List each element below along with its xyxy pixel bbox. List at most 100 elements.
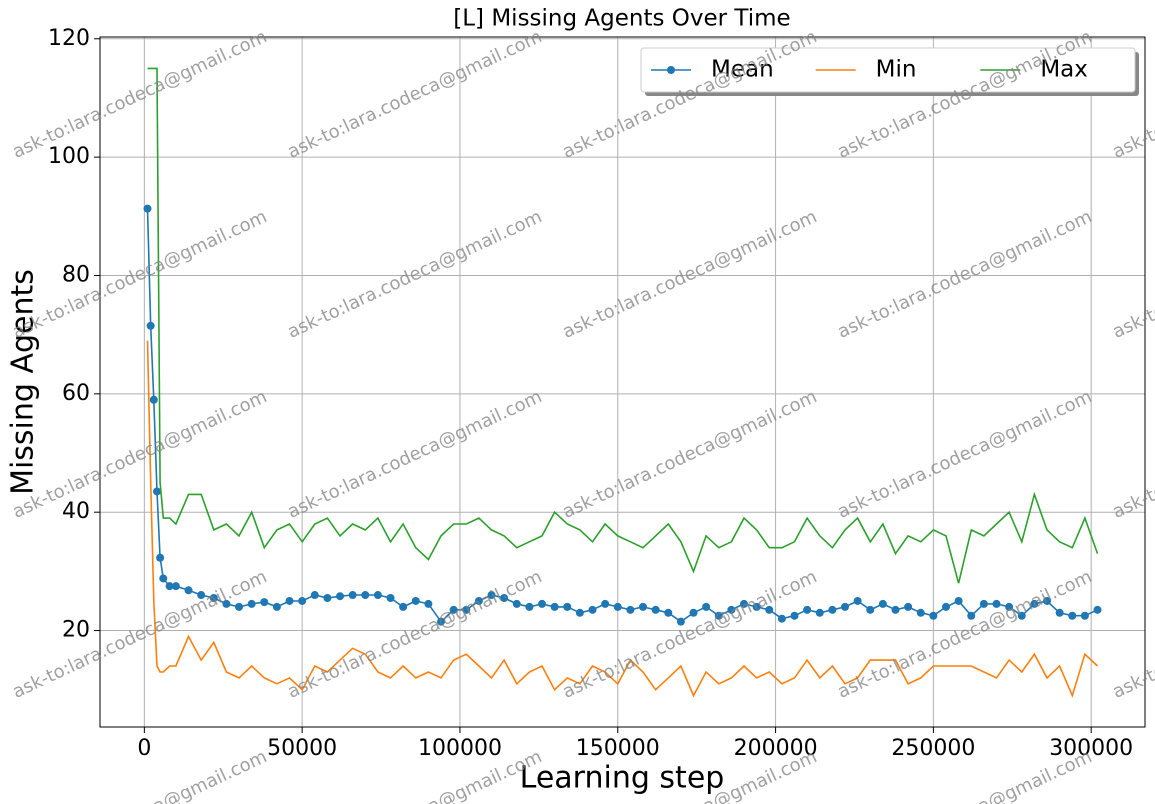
x-tick-label: 250000 <box>891 736 975 761</box>
data-point <box>563 602 572 611</box>
data-point <box>891 605 900 614</box>
data-point <box>676 617 685 626</box>
data-point <box>550 602 559 611</box>
data-point <box>424 599 433 608</box>
data-point <box>904 602 913 611</box>
watermark: ask-to:lara.codeca@gmail.com <box>1109 386 1155 523</box>
data-point <box>1055 608 1064 617</box>
data-point <box>929 611 938 620</box>
legend-label: Mean <box>711 57 774 83</box>
data-point <box>664 608 673 617</box>
data-point <box>967 611 976 620</box>
data-point <box>285 596 294 605</box>
data-point <box>487 591 496 600</box>
data-point <box>727 605 736 614</box>
data-point <box>777 614 786 623</box>
data-point <box>866 605 875 614</box>
data-point <box>310 591 319 600</box>
watermarks: ask-to:lara.codeca@gmail.com ask-to:lara.… <box>9 26 1155 804</box>
y-tick-label: 60 <box>62 381 90 406</box>
data-point <box>298 596 307 605</box>
data-point <box>1068 611 1077 620</box>
data-point <box>1043 596 1052 605</box>
plot-area <box>143 67 1102 698</box>
data-point <box>159 574 168 583</box>
series-line <box>146 340 1099 698</box>
data-point <box>165 582 174 591</box>
watermark: ask-to:lara.codeca@gmail.com <box>284 566 545 703</box>
data-point <box>992 599 1001 608</box>
y-tick-label: 20 <box>62 618 90 643</box>
data-point <box>639 602 648 611</box>
chart-title: [L] Missing Agents Over Time <box>453 6 790 32</box>
data-point <box>449 605 458 614</box>
x-tick-label: 0 <box>137 736 151 761</box>
data-point <box>386 593 395 602</box>
data-point <box>474 596 483 605</box>
watermark: ask-to:lara.codeca@gmail.com <box>9 206 270 343</box>
watermark: ask-to:lara.codeca@gmail.com <box>9 566 270 703</box>
data-point <box>260 598 269 607</box>
data-point <box>954 596 963 605</box>
data-point <box>235 602 244 611</box>
data-point <box>361 591 370 600</box>
data-point <box>399 602 408 611</box>
watermark: ask-to:lara.codeca@gmail.com <box>834 206 1095 343</box>
x-tick-label: 100000 <box>418 736 502 761</box>
data-point <box>651 605 660 614</box>
data-point <box>916 608 925 617</box>
y-tick-label: 120 <box>48 26 90 51</box>
watermark: ask-to:lara.codeca@gmail.com <box>284 26 545 163</box>
data-point <box>222 599 231 608</box>
data-point <box>437 617 446 626</box>
data-point <box>323 593 332 602</box>
data-point <box>1080 611 1089 620</box>
data-point <box>765 605 774 614</box>
data-point <box>1093 605 1102 614</box>
data-point <box>512 599 521 608</box>
data-point <box>613 602 622 611</box>
data-point <box>209 593 218 602</box>
data-point <box>714 611 723 620</box>
data-point <box>143 204 152 213</box>
data-point <box>146 321 155 330</box>
x-tick-label: 300000 <box>1049 736 1133 761</box>
watermark: ask-to:lara.codeca@gmail.com <box>834 566 1095 703</box>
watermark: ask-to:lara.codeca@gmail.com <box>1109 566 1155 703</box>
data-point <box>815 608 824 617</box>
data-point <box>575 608 584 617</box>
watermark: ask-to:lara.codeca@gmail.com <box>559 386 820 523</box>
watermark: ask-to:lara.codeca@gmail.com <box>284 206 545 343</box>
data-point <box>272 602 281 611</box>
legend-label: Max <box>1040 57 1088 83</box>
data-point <box>247 599 256 608</box>
data-point <box>462 605 471 614</box>
x-axis-label: Learning step <box>520 761 725 796</box>
data-point <box>878 599 887 608</box>
data-point <box>152 487 161 496</box>
watermark: ask-to:lara.codeca@gmail.com <box>9 386 270 523</box>
data-point <box>348 591 357 600</box>
x-tick-label: 50000 <box>267 736 337 761</box>
watermark: ask-to:lara.codeca@gmail.com <box>1109 206 1155 343</box>
data-point <box>942 602 951 611</box>
data-point <box>149 395 158 404</box>
data-point <box>336 592 345 601</box>
data-point <box>184 586 193 595</box>
watermark: ask-to:lara.codeca@gmail.com <box>559 206 820 343</box>
data-point <box>411 596 420 605</box>
data-point <box>1005 602 1014 611</box>
legend-marker <box>667 66 675 74</box>
data-point <box>752 602 761 611</box>
data-point <box>197 591 206 600</box>
data-point <box>740 599 749 608</box>
data-point <box>588 605 597 614</box>
data-point <box>500 593 509 602</box>
y-axis-label: Missing Agents <box>6 269 41 495</box>
data-point <box>979 599 988 608</box>
watermark: ask-to:lara.codeca@gmail.com <box>834 386 1095 523</box>
data-point <box>1017 611 1026 620</box>
data-point <box>626 605 635 614</box>
y-tick-label: 100 <box>48 144 90 169</box>
